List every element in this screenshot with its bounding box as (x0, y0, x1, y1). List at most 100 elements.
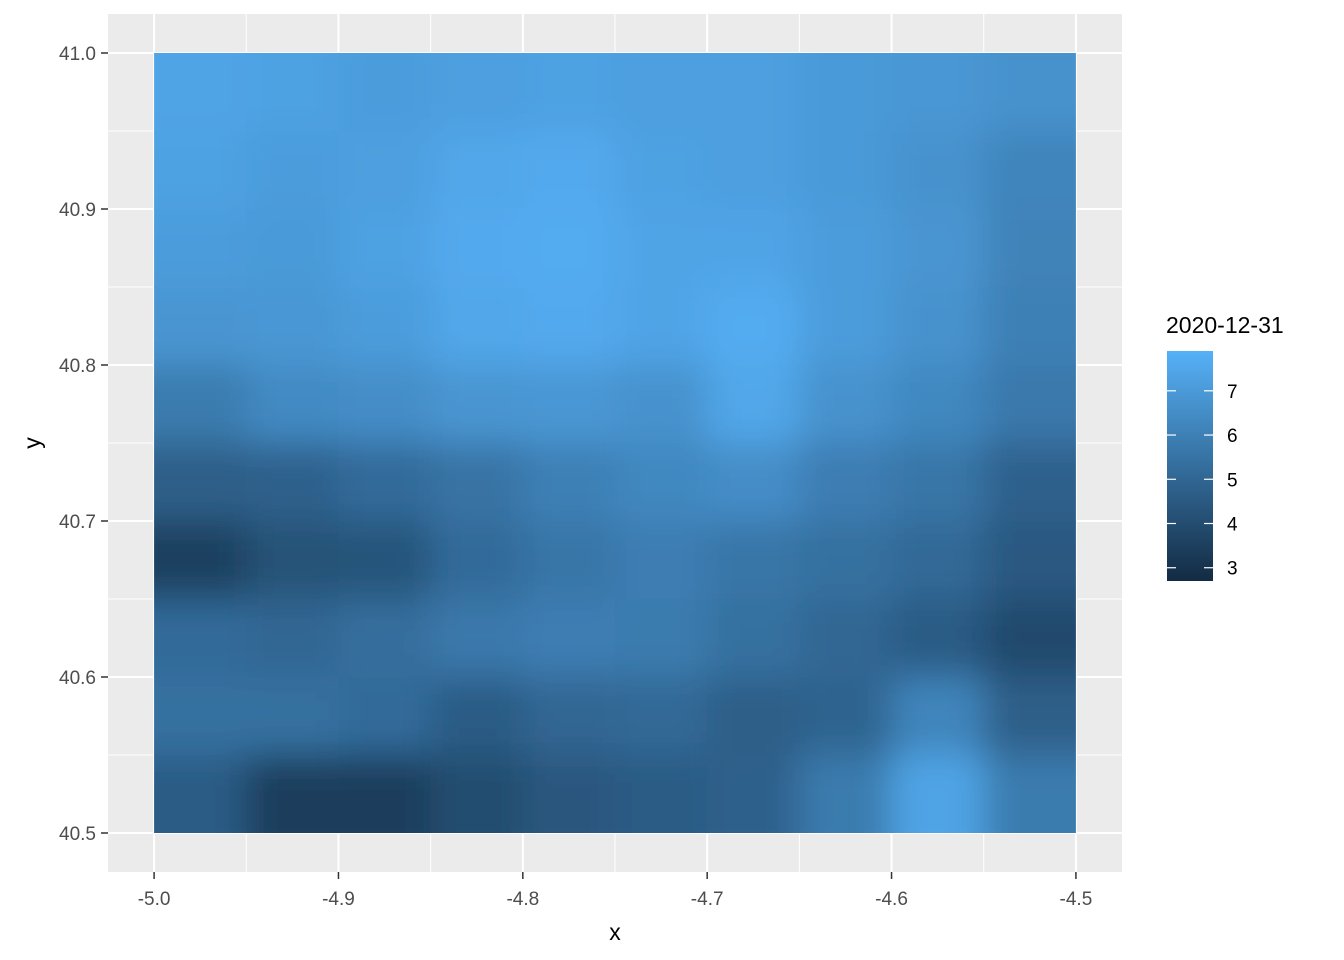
heatmap-cell (154, 755, 247, 833)
heatmap-cell (707, 521, 800, 600)
heatmap-cell (154, 53, 247, 132)
x-tick-label: -5.0 (138, 889, 171, 910)
heatmap-cell (799, 131, 893, 210)
heatmap-cell (246, 521, 340, 600)
heatmap-cell (615, 677, 708, 756)
heatmap-cell (799, 209, 893, 288)
y-tick-label: 40.7 (59, 512, 96, 533)
heatmap-cell (246, 443, 340, 522)
x-tick-label: -4.9 (322, 889, 355, 910)
heatmap-cell (891, 365, 985, 444)
heatmap-cell (799, 287, 893, 366)
heatmap-cell (799, 599, 893, 678)
heatmap-cell (430, 677, 524, 756)
legend-ticks: 3 4 5 6 7 (1167, 382, 1238, 580)
legend: 2020-12-31 3 4 5 6 7 (1166, 312, 1284, 581)
heatmap-cell (615, 131, 708, 210)
heatmap-cell (891, 131, 985, 210)
heatmap-cell (246, 677, 340, 756)
heatmap-cell (615, 521, 708, 600)
heatmap-cell (430, 521, 524, 600)
heatmap-cell (430, 53, 524, 132)
y-tick-label: 40.8 (59, 356, 96, 377)
heatmap-cell (522, 521, 616, 600)
heatmap-cell (154, 521, 247, 600)
y-tick-label: 40.6 (59, 668, 96, 689)
heatmap-cell (615, 53, 708, 132)
heatmap-cell (522, 599, 616, 678)
heatmap-cell (338, 365, 432, 444)
heatmap-cell (338, 209, 432, 288)
heatmap-cell (522, 131, 616, 210)
heatmap-cell (430, 443, 524, 522)
heatmap-cell (983, 53, 1076, 132)
heatmap-cell (799, 677, 893, 756)
heatmap-cell (891, 53, 985, 132)
legend-tick-label: 4 (1227, 515, 1238, 536)
legend-tick-label: 3 (1227, 559, 1238, 580)
heatmap-cell (707, 443, 800, 522)
heatmap-cell (246, 209, 340, 288)
heatmap-cell (154, 599, 247, 678)
y-tick-label: 40.9 (59, 200, 96, 221)
heatmap-cell (522, 209, 616, 288)
heatmap-cell (707, 755, 800, 833)
heatmap-cell (983, 209, 1076, 288)
heatmap-cell (983, 365, 1076, 444)
heatmap-cell (983, 755, 1076, 833)
heatmap-cell (891, 521, 985, 600)
heatmap-cell (430, 131, 524, 210)
heatmap-cell (615, 443, 708, 522)
heatmap-cell (338, 131, 432, 210)
heatmap-cell (983, 521, 1076, 600)
heatmap-cell (615, 755, 708, 833)
heatmap-cell (707, 287, 800, 366)
heatmap-cell (799, 755, 893, 833)
heatmap-cell (246, 287, 340, 366)
heatmap-cell (983, 131, 1076, 210)
y-axis: 40.5 40.6 40.7 40.8 40.9 41.0 (59, 44, 108, 845)
heatmap-cell (522, 443, 616, 522)
heatmap-cell (338, 443, 432, 522)
heatmap-cell (799, 53, 893, 132)
x-tick-label: -4.5 (1060, 889, 1093, 910)
heatmap-cell (891, 443, 985, 522)
heatmap-cell (430, 209, 524, 288)
heatmap-cell (246, 755, 340, 833)
heatmap-cell (154, 209, 247, 288)
heatmap-cell (983, 599, 1076, 678)
heatmap-cell (707, 365, 800, 444)
heatmap-cell (891, 755, 985, 833)
y-tick-label: 41.0 (59, 44, 96, 65)
x-tick-label: -4.8 (506, 889, 539, 910)
heatmap-cell (430, 599, 524, 678)
heatmap-cell (891, 287, 985, 366)
x-axis: -5.0 -4.9 -4.8 -4.7 -4.6 -4.5 (138, 872, 1093, 910)
heatmap-cell (615, 365, 708, 444)
legend-tick-label: 5 (1227, 470, 1238, 491)
heatmap-cell (615, 599, 708, 678)
heatmap-cell (430, 365, 524, 444)
y-tick-label: 40.5 (59, 824, 96, 845)
heatmap-cell (154, 443, 247, 522)
heatmap-cell (522, 287, 616, 366)
legend-tick-label: 6 (1227, 426, 1238, 447)
heatmap-cell (338, 755, 432, 833)
raster-layer (154, 53, 1076, 833)
heatmap-cell (707, 677, 800, 756)
heatmap-cell (154, 677, 247, 756)
heatmap-cell (246, 365, 340, 444)
heatmap-cell (615, 287, 708, 366)
heatmap-cell (799, 365, 893, 444)
x-tick-label: -4.6 (875, 889, 908, 910)
heatmap-cell (430, 287, 524, 366)
y-axis-title: y (19, 437, 45, 449)
x-axis-title: x (609, 919, 621, 945)
heatmap-cell (430, 755, 524, 833)
heatmap-cell (707, 131, 800, 210)
heatmap-cell (891, 677, 985, 756)
heatmap-cell (154, 131, 247, 210)
heatmap-cell (522, 677, 616, 756)
heatmap-cell (983, 443, 1076, 522)
